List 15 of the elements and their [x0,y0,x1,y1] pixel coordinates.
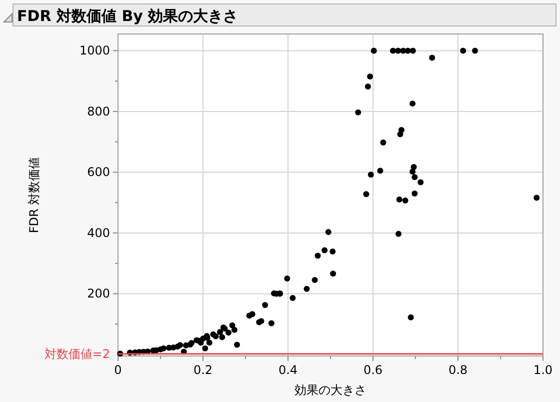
chart-title: FDR 対数価値 By 効果の大きさ [17,7,238,25]
y-axis-title: FDR 対数価値 [27,156,41,234]
ref-line-label: 対数価値=2 [44,346,110,361]
y-tick-label: 400 [87,226,110,240]
y-tick-label: 1000 [79,44,110,58]
y-tick-label: 200 [87,286,110,301]
y-tick-label: 800 [87,104,110,118]
x-tick-label: 0.6 [363,363,383,377]
x-axis-title: 効果の大きさ [294,383,366,397]
x-tick-label: 0.8 [448,363,468,377]
x-tick-label: 1.0 [533,363,553,377]
x-tick-label: 0.4 [278,363,298,377]
y-tick-label: 600 [87,165,110,180]
x-tick-label: 0 [114,363,122,377]
x-tick-label: 0.2 [193,363,213,377]
